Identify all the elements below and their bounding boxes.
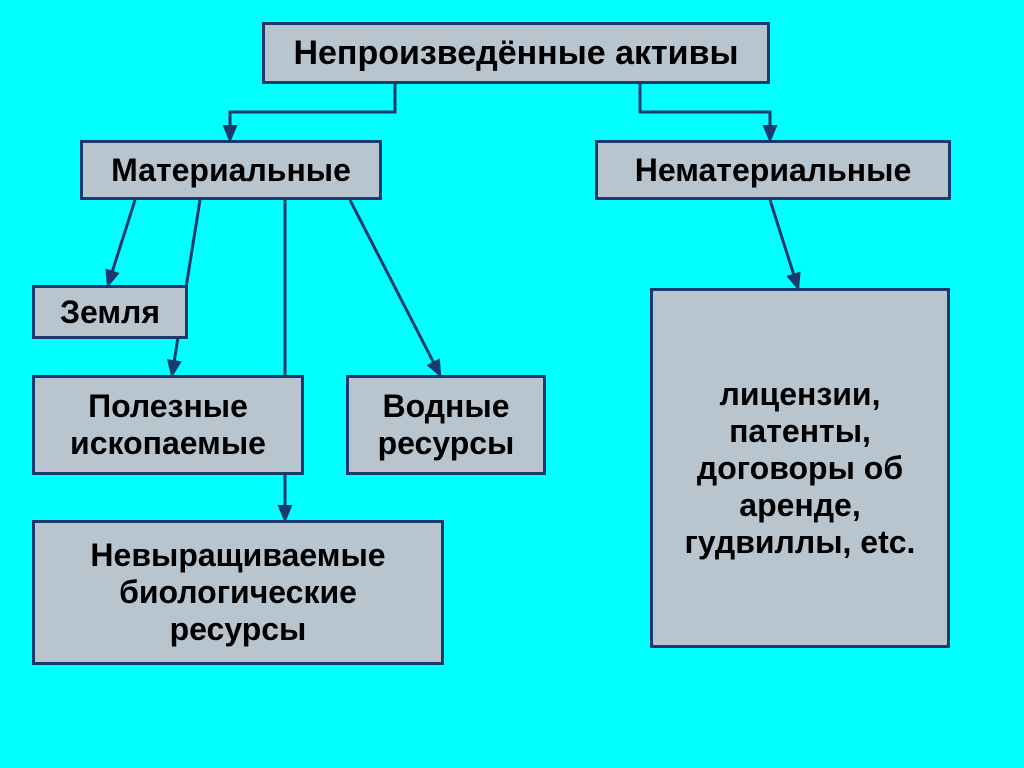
nonmaterial-label: Нематериальные — [635, 152, 911, 189]
material-label: Материальные — [111, 152, 351, 189]
root-label: Непроизведённые активы — [293, 34, 738, 73]
bio-node: Невыращиваемые биологические ресурсы — [32, 520, 444, 665]
licenses-node: лицензии, патенты, договоры об аренде, г… — [650, 288, 950, 648]
minerals-label: Полезные ископаемые — [47, 388, 289, 462]
root-node: Непроизведённые активы — [262, 22, 770, 84]
minerals-node: Полезные ископаемые — [32, 375, 304, 475]
licenses-label: лицензии, патенты, договоры об аренде, г… — [665, 376, 935, 561]
material-node: Материальные — [80, 140, 382, 200]
water-node: Водные ресурсы — [346, 375, 546, 475]
nonmaterial-node: Нематериальные — [595, 140, 951, 200]
land-node: Земля — [32, 285, 188, 339]
water-label: Водные ресурсы — [361, 388, 531, 462]
bio-label: Невыращиваемые биологические ресурсы — [47, 537, 429, 648]
land-label: Земля — [60, 294, 160, 331]
